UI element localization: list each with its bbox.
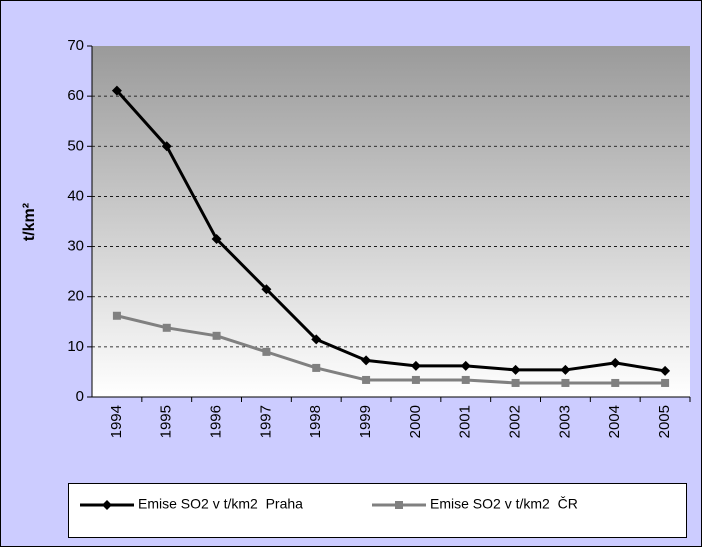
point — [660, 365, 671, 376]
y-tick-label: 50 — [67, 137, 84, 154]
point — [461, 375, 470, 384]
y-tick-label: 20 — [67, 288, 84, 305]
point — [361, 355, 372, 366]
series-line — [115, 89, 666, 373]
point — [212, 331, 221, 340]
point — [561, 378, 570, 387]
point — [112, 311, 121, 320]
point — [111, 85, 122, 96]
point — [460, 360, 471, 371]
point — [511, 378, 520, 387]
point — [661, 378, 670, 387]
legend-label: Emise SO2 v t/km2 ČR — [430, 496, 578, 512]
x-tick-label: 2002 — [507, 405, 524, 438]
point — [161, 141, 172, 152]
x-tick-label: 2001 — [457, 405, 474, 438]
plot-area — [92, 46, 690, 397]
x-tick-label: 2000 — [407, 405, 424, 438]
x-tick-label: 2003 — [556, 405, 573, 438]
y-axis-title: t/km² — [21, 203, 38, 241]
point — [560, 364, 571, 375]
x-tick-label: 1994 — [108, 405, 125, 438]
x-tick-label: 1995 — [158, 405, 175, 438]
point — [611, 378, 620, 387]
x-tick-label: 1997 — [257, 405, 274, 438]
x-tick-label: 1998 — [307, 405, 324, 438]
point — [510, 364, 521, 375]
y-tick-label: 60 — [67, 87, 84, 104]
point — [311, 334, 322, 345]
x-tick-label: 1996 — [208, 405, 225, 438]
point — [610, 357, 621, 368]
series-line — [116, 314, 666, 385]
y-tick-label: 0 — [76, 388, 84, 405]
legend-marker — [395, 501, 403, 509]
point — [362, 375, 371, 384]
point — [211, 234, 222, 245]
point — [262, 347, 271, 356]
y-tick-label: 30 — [67, 238, 84, 255]
legend — [68, 483, 687, 538]
point — [261, 284, 272, 295]
point — [162, 323, 171, 332]
y-tick-label: 10 — [67, 338, 84, 355]
point — [411, 375, 420, 384]
legend-label: Emise SO2 v t/km2 Praha — [138, 496, 303, 512]
x-tick-label: 2005 — [656, 405, 673, 438]
x-tick-label: 2004 — [606, 405, 623, 438]
x-tick-label: 1999 — [357, 405, 374, 438]
legend-marker — [102, 500, 112, 510]
y-tick-label: 70 — [67, 37, 84, 54]
point — [410, 360, 421, 371]
point — [312, 363, 321, 372]
y-tick-label: 40 — [67, 187, 84, 204]
